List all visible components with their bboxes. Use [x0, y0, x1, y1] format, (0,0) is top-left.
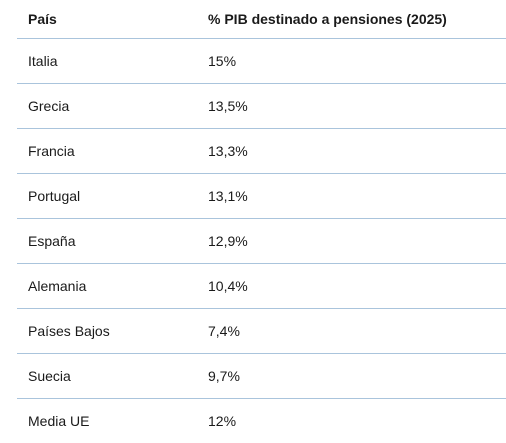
cell-country: Grecia	[17, 84, 197, 129]
cell-value: 13,1%	[197, 174, 506, 219]
table-row: Francia 13,3%	[17, 129, 506, 174]
table-row: Grecia 13,5%	[17, 84, 506, 129]
cell-country: Portugal	[17, 174, 197, 219]
table-row: Alemania 10,4%	[17, 264, 506, 309]
cell-country: Italia	[17, 39, 197, 84]
table-row: Portugal 13,1%	[17, 174, 506, 219]
cell-value: 15%	[197, 39, 506, 84]
cell-value: 10,4%	[197, 264, 506, 309]
cell-country: Suecia	[17, 354, 197, 399]
table-header-row: País % PIB destinado a pensiones (2025)	[17, 0, 506, 39]
cell-country: Francia	[17, 129, 197, 174]
cell-value: 12%	[197, 399, 506, 443]
table-row: Suecia 9,7%	[17, 354, 506, 399]
cell-value: 12,9%	[197, 219, 506, 264]
column-header-gdp-pensions: % PIB destinado a pensiones (2025)	[197, 0, 506, 39]
table-row: Países Bajos 7,4%	[17, 309, 506, 354]
cell-value: 13,5%	[197, 84, 506, 129]
table-row: España 12,9%	[17, 219, 506, 264]
cell-value: 13,3%	[197, 129, 506, 174]
table-row: Italia 15%	[17, 39, 506, 84]
cell-country: Alemania	[17, 264, 197, 309]
cell-country: Países Bajos	[17, 309, 197, 354]
cell-value: 7,4%	[197, 309, 506, 354]
pension-table: País % PIB destinado a pensiones (2025) …	[17, 0, 506, 443]
column-header-country: País	[17, 0, 197, 39]
cell-country: Media UE	[17, 399, 197, 443]
cell-country: España	[17, 219, 197, 264]
table-row: Media UE 12%	[17, 399, 506, 443]
cell-value: 9,7%	[197, 354, 506, 399]
